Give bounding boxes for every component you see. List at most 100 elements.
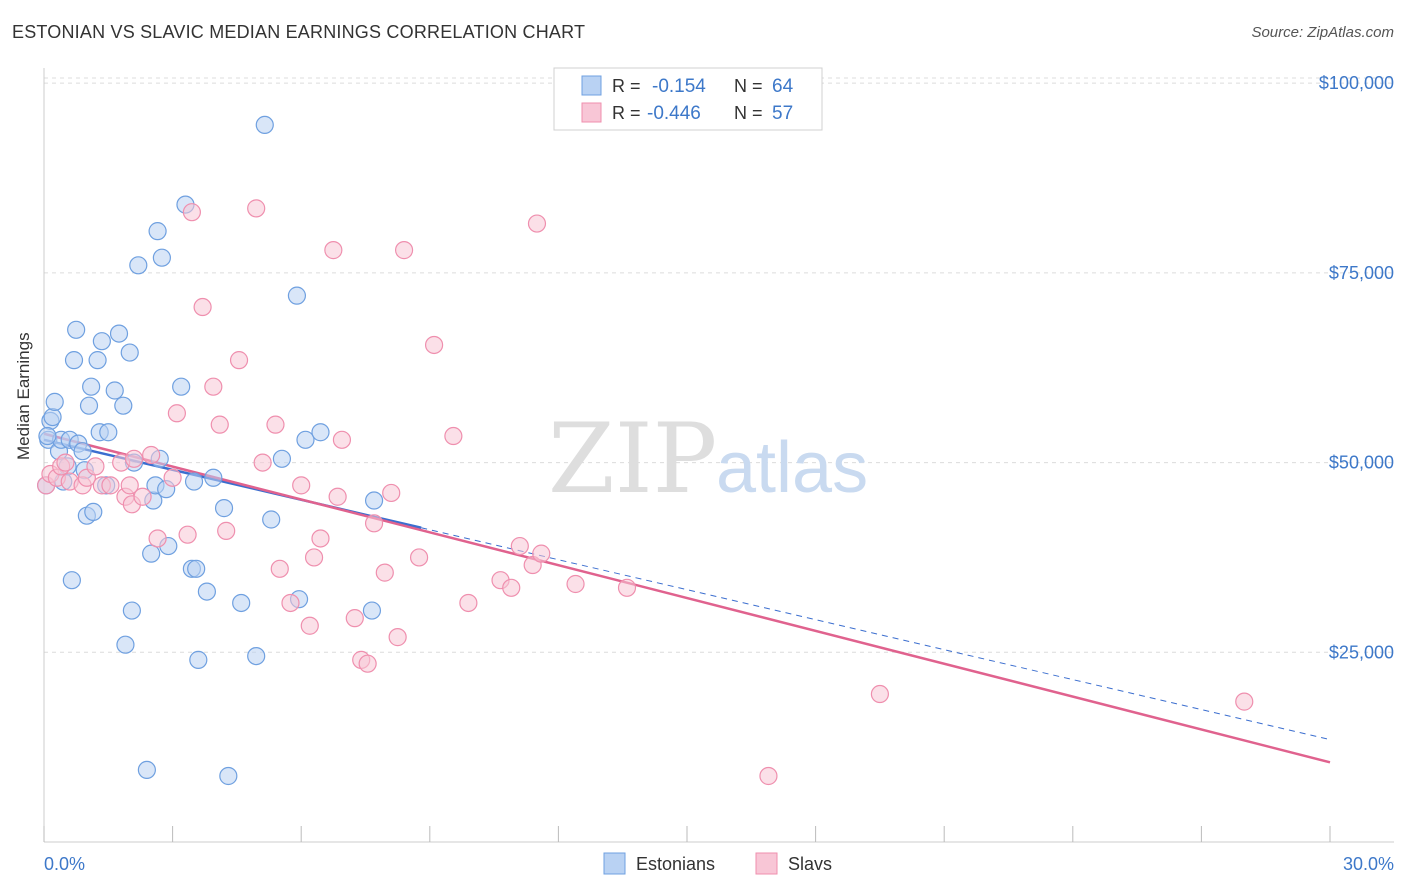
estonian-point-27 bbox=[114, 396, 133, 415]
estonian-point-42 bbox=[172, 377, 191, 396]
legend-n-value-slav: 57 bbox=[772, 103, 793, 124]
estonian-point-10 bbox=[62, 571, 81, 590]
legend-swatch-slav bbox=[581, 102, 602, 123]
estonian-point-45 bbox=[184, 472, 204, 491]
legend-label-estonians: Estonians bbox=[636, 854, 715, 874]
estonian-point-37 bbox=[148, 222, 167, 241]
slav-points bbox=[37, 199, 1254, 786]
legend-r-label-estonian: R = bbox=[612, 76, 641, 96]
slav-point-8 bbox=[86, 457, 105, 476]
slav-point-21 bbox=[178, 525, 197, 544]
estonian-trend-dashed bbox=[421, 527, 1331, 741]
estonian-point-55 bbox=[262, 510, 281, 529]
slav-point-26 bbox=[217, 521, 236, 540]
slav-point-24 bbox=[204, 377, 223, 396]
slav-point-27 bbox=[229, 351, 249, 370]
estonian-point-39 bbox=[152, 248, 171, 267]
estonian-point-46 bbox=[187, 559, 206, 578]
slav-point-48 bbox=[409, 548, 429, 567]
slav-point-4 bbox=[56, 453, 75, 472]
slav-point-58 bbox=[566, 574, 585, 594]
estonian-point-24 bbox=[99, 423, 118, 442]
estonian-point-32 bbox=[129, 256, 148, 275]
series-legend: Estonians Slavs bbox=[603, 852, 832, 875]
slav-point-19 bbox=[163, 468, 182, 487]
estonian-point-54 bbox=[255, 115, 274, 135]
slav-point-22 bbox=[182, 203, 201, 222]
slav-point-30 bbox=[266, 415, 285, 434]
slav-point-35 bbox=[304, 548, 324, 567]
estonian-point-59 bbox=[296, 430, 315, 449]
slav-point-54 bbox=[510, 536, 529, 556]
y-tick-label-1: $50,000 bbox=[1329, 453, 1394, 473]
chart-title: ESTONIAN VS SLAVIC MEDIAN EARNINGS CORRE… bbox=[12, 22, 586, 42]
legend-r-value-estonian: -0.154 bbox=[652, 76, 706, 97]
slav-point-17 bbox=[142, 445, 161, 465]
estonian-point-12 bbox=[67, 320, 86, 339]
slav-point-20 bbox=[167, 404, 186, 423]
slav-point-44 bbox=[375, 563, 394, 582]
slav-point-15 bbox=[124, 449, 144, 468]
slav-point-36 bbox=[311, 529, 330, 548]
slav-point-28 bbox=[247, 199, 266, 218]
estonian-point-61 bbox=[364, 491, 384, 510]
axes bbox=[43, 68, 1394, 843]
estonian-point-4 bbox=[45, 392, 64, 411]
slav-point-18 bbox=[148, 529, 167, 548]
slav-point-10 bbox=[101, 476, 120, 495]
estonian-point-29 bbox=[120, 343, 139, 362]
x-tick-min: 0.0% bbox=[44, 854, 85, 874]
slav-point-45 bbox=[382, 483, 401, 503]
estonian-point-30 bbox=[122, 601, 141, 620]
estonian-point-14 bbox=[73, 442, 92, 461]
estonian-point-26 bbox=[109, 324, 129, 343]
slav-point-33 bbox=[292, 476, 311, 495]
y-tick-label-2: $75,000 bbox=[1329, 263, 1394, 283]
estonian-point-25 bbox=[105, 381, 124, 400]
slav-point-34 bbox=[300, 616, 319, 635]
slav-point-16 bbox=[133, 487, 152, 506]
legend-r-value-slav: -0.446 bbox=[647, 103, 701, 124]
legend-n-label-slav: N = bbox=[734, 103, 763, 123]
estonian-point-17 bbox=[79, 396, 99, 415]
slav-point-46 bbox=[388, 628, 407, 647]
estonian-point-56 bbox=[272, 449, 292, 468]
y-tick-label-0: $25,000 bbox=[1329, 642, 1394, 662]
x-tick-max: 30.0% bbox=[1343, 854, 1394, 874]
legend-swatch-slavs-bottom bbox=[755, 852, 778, 875]
estonian-point-62 bbox=[362, 601, 382, 620]
estonian-point-34 bbox=[142, 544, 161, 563]
slav-point-37 bbox=[324, 241, 343, 260]
estonian-point-63 bbox=[38, 426, 57, 446]
legend-swatch-estonians-bottom bbox=[603, 852, 626, 875]
estonian-point-57 bbox=[287, 286, 307, 305]
watermark-atlas: atlas bbox=[716, 428, 868, 508]
slav-point-42 bbox=[358, 654, 377, 673]
estonian-point-49 bbox=[204, 468, 223, 487]
estonian-point-22 bbox=[92, 332, 111, 351]
estonian-point-28 bbox=[116, 635, 135, 654]
estonian-point-18 bbox=[82, 377, 101, 396]
legend-r-label-slav: R = bbox=[612, 103, 641, 123]
y-tick-label-3: $100,000 bbox=[1319, 73, 1394, 93]
y-tick-labels: $25,000 $50,000 $75,000 $100,000 bbox=[1319, 73, 1394, 662]
estonian-point-19 bbox=[84, 502, 103, 522]
slav-trend-line bbox=[43, 432, 1331, 764]
legend-label-slavs: Slavs bbox=[788, 854, 832, 874]
estonian-point-60 bbox=[311, 423, 330, 442]
slav-point-39 bbox=[332, 430, 352, 449]
slav-point-53 bbox=[502, 578, 521, 597]
slav-point-47 bbox=[394, 241, 414, 260]
slav-point-43 bbox=[364, 514, 384, 533]
slav-point-23 bbox=[193, 297, 212, 317]
estonian-point-3 bbox=[43, 407, 62, 427]
trend-lines bbox=[43, 432, 1331, 764]
stats-legend: R = -0.154 N = 64 R = -0.446 N = 57 bbox=[553, 67, 823, 131]
watermark-zip: ZIP bbox=[548, 403, 717, 515]
estonian-points bbox=[37, 115, 384, 786]
legend-n-value-estonian: 64 bbox=[772, 76, 794, 97]
x-tick-labels: 0.0% 30.0% bbox=[44, 854, 1394, 874]
slav-point-61 bbox=[759, 766, 778, 786]
estonian-point-33 bbox=[137, 760, 156, 780]
